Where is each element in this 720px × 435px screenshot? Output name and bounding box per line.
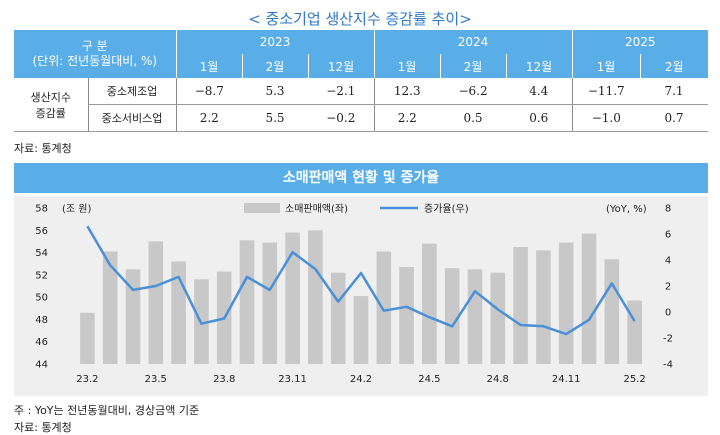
table-cell: −6.2	[440, 78, 507, 105]
year-header-2025: 2025	[571, 30, 709, 54]
page-title: < 중소기업 생산지수 증감률 추이>	[248, 10, 472, 28]
sales-bar	[536, 250, 551, 364]
sales-bar	[330, 272, 346, 364]
sales-bar	[581, 233, 597, 364]
table-row: 중소서비스업 2.2 5.5 −0.2 2.2 0.5 0.6 −1.0 0.7	[14, 104, 709, 132]
year-header-2024: 2024	[373, 30, 573, 54]
table-cell: −8.7	[175, 78, 243, 105]
sales-bar	[262, 242, 278, 364]
sales-bar	[125, 269, 141, 364]
x-axis-tick: 24.8	[487, 374, 509, 385]
right-axis-tick: 2	[665, 282, 671, 293]
table-cell: 4.4	[506, 78, 573, 105]
left-axis-tick: 52	[35, 270, 48, 281]
left-axis-unit: (조 원)	[62, 203, 91, 215]
sales-bar	[376, 251, 392, 364]
row-label: 중소제조업	[87, 78, 177, 105]
table-cell: 7.1	[640, 78, 709, 105]
right-axis-tick: 0	[665, 308, 671, 319]
sales-bar	[80, 312, 95, 364]
row-label: 중소서비스업	[87, 104, 177, 132]
x-axis-tick: 24.5	[418, 374, 440, 385]
month-header: 2월	[439, 54, 507, 78]
table-cell: 2.2	[175, 104, 243, 132]
left-axis-tick: 56	[35, 226, 48, 237]
table-row: 생산지수 증감률 중소제조업 −8.7 5.3 −2.1 12.3 −6.2 4…	[14, 78, 709, 132]
month-header: 1월	[571, 54, 641, 78]
sales-bar	[467, 269, 483, 364]
sales-bar	[239, 240, 255, 364]
right-axis-tick: 8	[665, 204, 671, 215]
left-axis-tick: 48	[35, 315, 48, 326]
right-axis-tick: 4	[665, 256, 671, 267]
sales-bar	[490, 272, 506, 364]
left-axis-tick: 58	[35, 204, 48, 215]
corner-line1: 구 분	[81, 39, 108, 53]
month-header: 12월	[505, 54, 573, 78]
table-cell: 5.5	[242, 104, 309, 132]
sales-bar	[627, 300, 642, 364]
chart-source: 자료: 통계청	[14, 421, 72, 434]
table-corner-header: 구 분 (단위: 전년동월대비, %)	[14, 30, 177, 78]
right-axis-tick: -2	[663, 334, 673, 345]
legend-bar-swatch	[244, 203, 280, 213]
sales-bar	[604, 259, 620, 364]
group-label-line2: 증감률	[35, 106, 66, 120]
year-header-2023: 2023	[175, 30, 375, 54]
table-cell: −11.7	[571, 78, 641, 105]
month-header: 2월	[241, 54, 309, 78]
sales-bar	[444, 268, 460, 364]
x-axis-tick: 24.11	[552, 374, 581, 385]
sales-bar	[399, 267, 414, 364]
growth-rate-line	[86, 225, 636, 336]
x-axis-tick: 23.8	[213, 374, 235, 385]
x-axis-tick: 24.2	[350, 374, 372, 385]
table-cell: 2.2	[373, 104, 441, 132]
left-axis-tick: 54	[35, 248, 48, 259]
table-cell: 0.6	[506, 104, 573, 132]
group-label-line1: 생산지수	[30, 90, 71, 104]
table-cell: 0.7	[640, 104, 709, 132]
sales-bar	[308, 230, 323, 364]
table-cell: −2.1	[308, 78, 375, 105]
x-axis-tick: 23.5	[145, 374, 167, 385]
x-axis-tick: 23.2	[76, 374, 98, 385]
right-axis-tick: -4	[663, 360, 673, 371]
chart-banner: 소매판매액 현황 및 증가율	[14, 163, 708, 193]
production-index-table: 구 분 (단위: 전년동월대비, %) 2023 2024 2025 1월 2월…	[14, 30, 709, 132]
right-axis-tick: 6	[665, 230, 671, 241]
sales-bar	[422, 243, 437, 364]
table-cell: −0.2	[308, 104, 375, 132]
legend-line-label: 증가율(우)	[424, 203, 469, 215]
sales-bar	[353, 296, 369, 364]
sales-bar	[513, 247, 528, 364]
table-cell: 12.3	[373, 78, 441, 105]
sales-bar	[558, 242, 574, 364]
x-axis-tick: 25.2	[623, 374, 645, 385]
sales-bar	[285, 232, 300, 364]
chart-note: 주 : YoY는 전년동월대비, 경상금액 기준	[14, 404, 200, 417]
table-cell: 5.3	[242, 78, 309, 105]
table-cell: 0.5	[440, 104, 507, 132]
left-axis-tick: 46	[35, 337, 48, 348]
chart-legend: 소매판매액(좌) 증가율(우)	[244, 203, 469, 215]
month-header: 1월	[175, 54, 243, 78]
sales-bar	[102, 251, 118, 364]
table-source: 자료: 통계청	[14, 142, 72, 155]
corner-line2: (단위: 전년동월대비, %)	[32, 54, 158, 68]
month-header: 2월	[639, 54, 709, 78]
month-header: 12월	[307, 54, 375, 78]
month-header: 1월	[373, 54, 441, 78]
group-label: 생산지수 증감률	[14, 78, 88, 132]
x-axis-tick: 23.11	[278, 374, 307, 385]
legend-bar-label: 소매판매액(좌)	[285, 203, 348, 215]
sales-bar	[148, 241, 164, 364]
left-axis-tick: 44	[35, 360, 48, 371]
right-axis-unit: (YoY, %)	[606, 204, 647, 215]
left-axis-tick: 50	[35, 293, 48, 304]
table-cell: −1.0	[571, 104, 641, 132]
